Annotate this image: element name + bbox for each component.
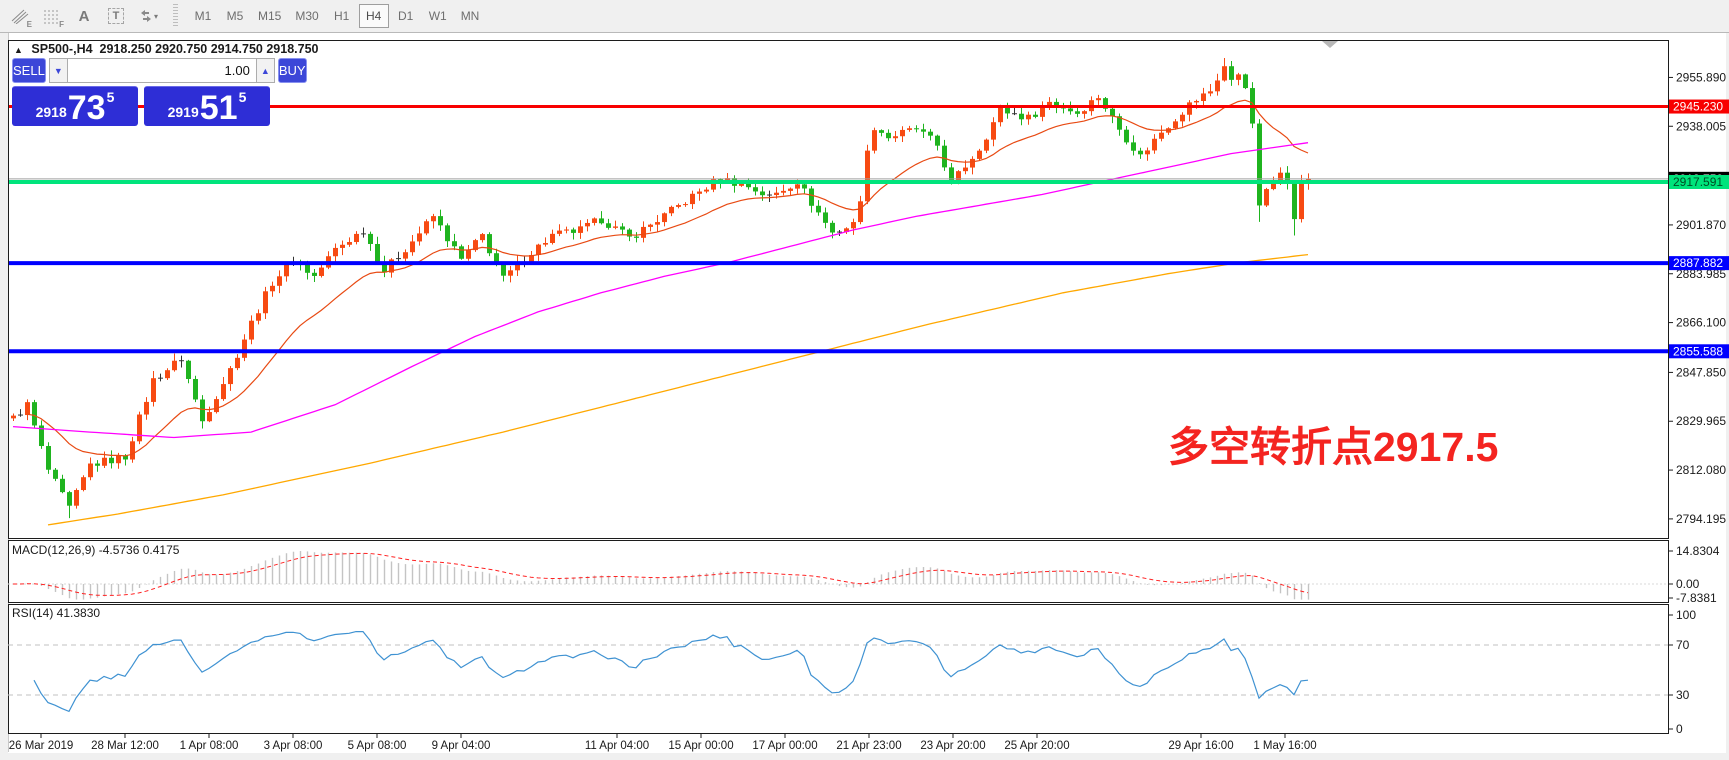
- top-toolbar: E F A T ▾ M1 M5 M15 M30 H1 H4 D1 W1 MN: [0, 0, 1729, 33]
- bull-bear-turning-point-annotation: 多空转折点2917.5: [1168, 424, 1498, 470]
- svg-text:30: 30: [1676, 688, 1690, 702]
- drawing-tools-group: E F A T ▾: [0, 0, 168, 32]
- buy-price-sup: 5: [238, 89, 247, 105]
- svg-text:2829.965: 2829.965: [1676, 414, 1726, 428]
- arrow-tools-icon[interactable]: ▾: [133, 2, 163, 30]
- time-axis-label: 1 Apr 08:00: [180, 740, 239, 752]
- timeframe-button-h4[interactable]: H4: [358, 4, 389, 28]
- timeframe-button-m15[interactable]: M15: [258, 9, 282, 23]
- timeframe-button-m5[interactable]: M5: [226, 9, 244, 23]
- ohlc-values: 2918.250 2920.750 2914.750 2918.750: [99, 42, 319, 56]
- time-axis-label: 1 May 16:00: [1253, 740, 1316, 752]
- toolbar-drag-handle[interactable]: [173, 4, 178, 28]
- svg-text:RSI(14) 41.3830: RSI(14) 41.3830: [12, 606, 100, 620]
- svg-text:2794.195: 2794.195: [1676, 512, 1726, 526]
- volume-input[interactable]: [67, 58, 256, 83]
- timeframe-button-mn[interactable]: MN: [460, 9, 480, 23]
- volume-decrease-button[interactable]: ▼: [48, 58, 68, 83]
- symbol-label: SP500-,H4: [31, 42, 93, 56]
- sell-button[interactable]: SELL: [12, 58, 46, 83]
- svg-text:0: 0: [1676, 722, 1683, 736]
- time-axis-label: 11 Apr 04:00: [585, 740, 649, 752]
- svg-text:-7.8381: -7.8381: [1676, 591, 1717, 605]
- time-axis-label: 23 Apr 20:00: [920, 740, 985, 752]
- chart-ohlc-header: ▲ SP500-,H4 2918.250 2920.750 2914.750 2…: [14, 42, 318, 56]
- svg-text:2887.882: 2887.882: [1673, 256, 1723, 270]
- panel-collapse-arrow[interactable]: ▲: [14, 45, 23, 55]
- svg-text:0.00: 0.00: [1676, 577, 1700, 591]
- timeframe-toolbar: M1 M5 M15 M30 H1 H4 D1 W1 MN: [183, 0, 490, 32]
- volume-increase-button[interactable]: ▲: [255, 58, 275, 83]
- svg-text:2883.985: 2883.985: [1676, 267, 1726, 281]
- buy-price-prefix: 2919: [167, 104, 199, 120]
- time-axis-label: 3 Apr 08:00: [264, 740, 323, 752]
- volume-stepper: ▼ ▲: [48, 58, 275, 83]
- chart-canvas: 多空转折点2917.5 MACD(12,26,9) -4.5736 0.4175 R…: [0, 33, 1729, 760]
- time-axis-label: 17 Apr 00:00: [752, 740, 817, 752]
- time-axis-label: 5 Apr 08:00: [348, 740, 407, 752]
- sell-price-big: 73: [67, 89, 106, 127]
- timeframe-button-m1[interactable]: M1: [194, 9, 212, 23]
- svg-text:2847.850: 2847.850: [1676, 365, 1726, 379]
- time-axis-label: 21 Apr 23:00: [836, 740, 901, 752]
- timeframe-button-m30[interactable]: M30: [295, 9, 319, 23]
- buy-quote-box[interactable]: 2919 51 5: [144, 86, 270, 126]
- svg-text:MACD(12,26,9) -4.5736 0.4175: MACD(12,26,9) -4.5736 0.4175: [12, 543, 180, 557]
- timeframe-button-h1[interactable]: H1: [334, 9, 350, 23]
- time-axis-label: 26 Mar 2019: [9, 740, 74, 752]
- one-click-trading-panel: SELL ▼ ▲ BUY 2918 73 5 2919 51 5: [12, 58, 307, 126]
- time-axis-label: 29 Apr 16:00: [1168, 740, 1233, 752]
- svg-text:2955.890: 2955.890: [1676, 70, 1726, 84]
- svg-text:14.8304: 14.8304: [1676, 544, 1720, 558]
- time-axis-label: 28 Mar 12:00: [91, 740, 159, 752]
- timeframe-button-d1[interactable]: D1: [398, 9, 414, 23]
- svg-text:2917.591: 2917.591: [1673, 175, 1723, 189]
- text-label-icon[interactable]: T: [101, 2, 131, 30]
- buy-button[interactable]: BUY: [277, 58, 307, 83]
- text-tool-icon[interactable]: A: [78, 7, 90, 25]
- fibonacci-retracement-icon[interactable]: F: [37, 2, 67, 30]
- timeframe-button-w1[interactable]: W1: [428, 9, 447, 23]
- svg-text:100: 100: [1676, 608, 1696, 622]
- time-axis-label: 15 Apr 00:00: [668, 740, 733, 752]
- svg-text:2855.588: 2855.588: [1673, 344, 1723, 358]
- svg-text:2938.005: 2938.005: [1676, 119, 1726, 133]
- svg-text:2901.870: 2901.870: [1676, 218, 1726, 232]
- svg-text:2812.080: 2812.080: [1676, 463, 1726, 477]
- equidistant-channel-icon[interactable]: E: [5, 2, 35, 30]
- svg-text:2945.230: 2945.230: [1673, 100, 1723, 114]
- svg-text:70: 70: [1676, 638, 1690, 652]
- time-axis-label: 9 Apr 04:00: [432, 740, 491, 752]
- buy-price-big: 51: [199, 89, 238, 127]
- sell-price-prefix: 2918: [35, 104, 67, 120]
- sell-quote-box[interactable]: 2918 73 5: [12, 86, 138, 126]
- svg-text:2866.100: 2866.100: [1676, 316, 1726, 330]
- sell-price-sup: 5: [106, 89, 115, 105]
- time-axis-label: 25 Apr 20:00: [1004, 740, 1069, 752]
